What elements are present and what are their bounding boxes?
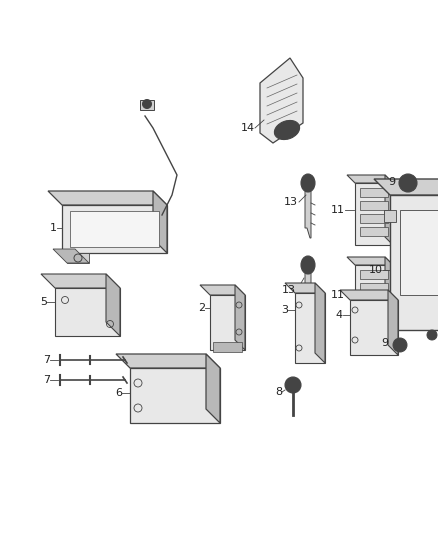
Polygon shape [55,288,120,336]
Text: 7: 7 [43,375,50,385]
Circle shape [285,377,301,393]
Polygon shape [374,179,438,195]
Polygon shape [360,283,388,292]
Polygon shape [400,210,438,295]
Polygon shape [116,354,220,368]
Polygon shape [340,290,398,300]
Circle shape [393,338,407,352]
Text: 1: 1 [50,223,57,233]
Polygon shape [360,201,388,210]
Polygon shape [285,283,325,293]
Polygon shape [360,270,388,279]
Polygon shape [48,191,167,205]
Polygon shape [305,191,311,238]
Text: 2: 2 [198,303,205,313]
Polygon shape [200,285,245,295]
Polygon shape [347,175,393,183]
Polygon shape [385,175,393,245]
Text: 4: 4 [336,310,343,320]
Polygon shape [70,211,159,247]
Text: 7: 7 [43,355,50,365]
Text: 14: 14 [241,123,255,133]
Ellipse shape [280,125,294,135]
Polygon shape [295,293,325,363]
Circle shape [399,174,417,192]
Polygon shape [388,290,398,355]
Polygon shape [53,249,89,263]
Text: 8: 8 [275,387,282,397]
Polygon shape [153,191,167,253]
Text: 10: 10 [369,265,383,275]
Polygon shape [213,342,242,352]
Ellipse shape [305,177,311,182]
Ellipse shape [301,256,315,274]
Text: 5: 5 [40,297,47,307]
Polygon shape [360,309,388,318]
Ellipse shape [305,260,311,264]
Text: 9: 9 [388,177,395,187]
Polygon shape [235,285,245,350]
Polygon shape [41,274,120,288]
Polygon shape [67,253,89,263]
Text: 13: 13 [284,197,298,207]
Polygon shape [355,183,393,245]
Polygon shape [360,227,388,236]
Polygon shape [106,274,120,336]
Polygon shape [385,257,393,327]
Polygon shape [350,300,398,355]
Polygon shape [384,210,396,222]
Text: 11: 11 [331,205,345,215]
Polygon shape [390,195,438,330]
Circle shape [427,330,437,340]
Text: 6: 6 [115,388,122,398]
Circle shape [142,100,152,109]
Text: 3: 3 [281,305,288,315]
Text: 9: 9 [381,338,388,348]
Polygon shape [315,283,325,363]
Polygon shape [130,368,220,423]
Polygon shape [210,295,245,350]
Polygon shape [355,265,393,327]
Polygon shape [140,100,154,110]
Ellipse shape [274,120,300,140]
Ellipse shape [301,174,315,192]
Polygon shape [347,257,393,265]
Polygon shape [360,214,388,223]
Polygon shape [384,310,396,322]
Polygon shape [62,205,167,253]
Polygon shape [260,58,303,143]
Polygon shape [206,354,220,423]
Polygon shape [360,296,388,305]
Text: 11: 11 [331,290,345,300]
Polygon shape [360,188,388,197]
Text: 13: 13 [282,285,296,295]
Polygon shape [305,273,311,320]
